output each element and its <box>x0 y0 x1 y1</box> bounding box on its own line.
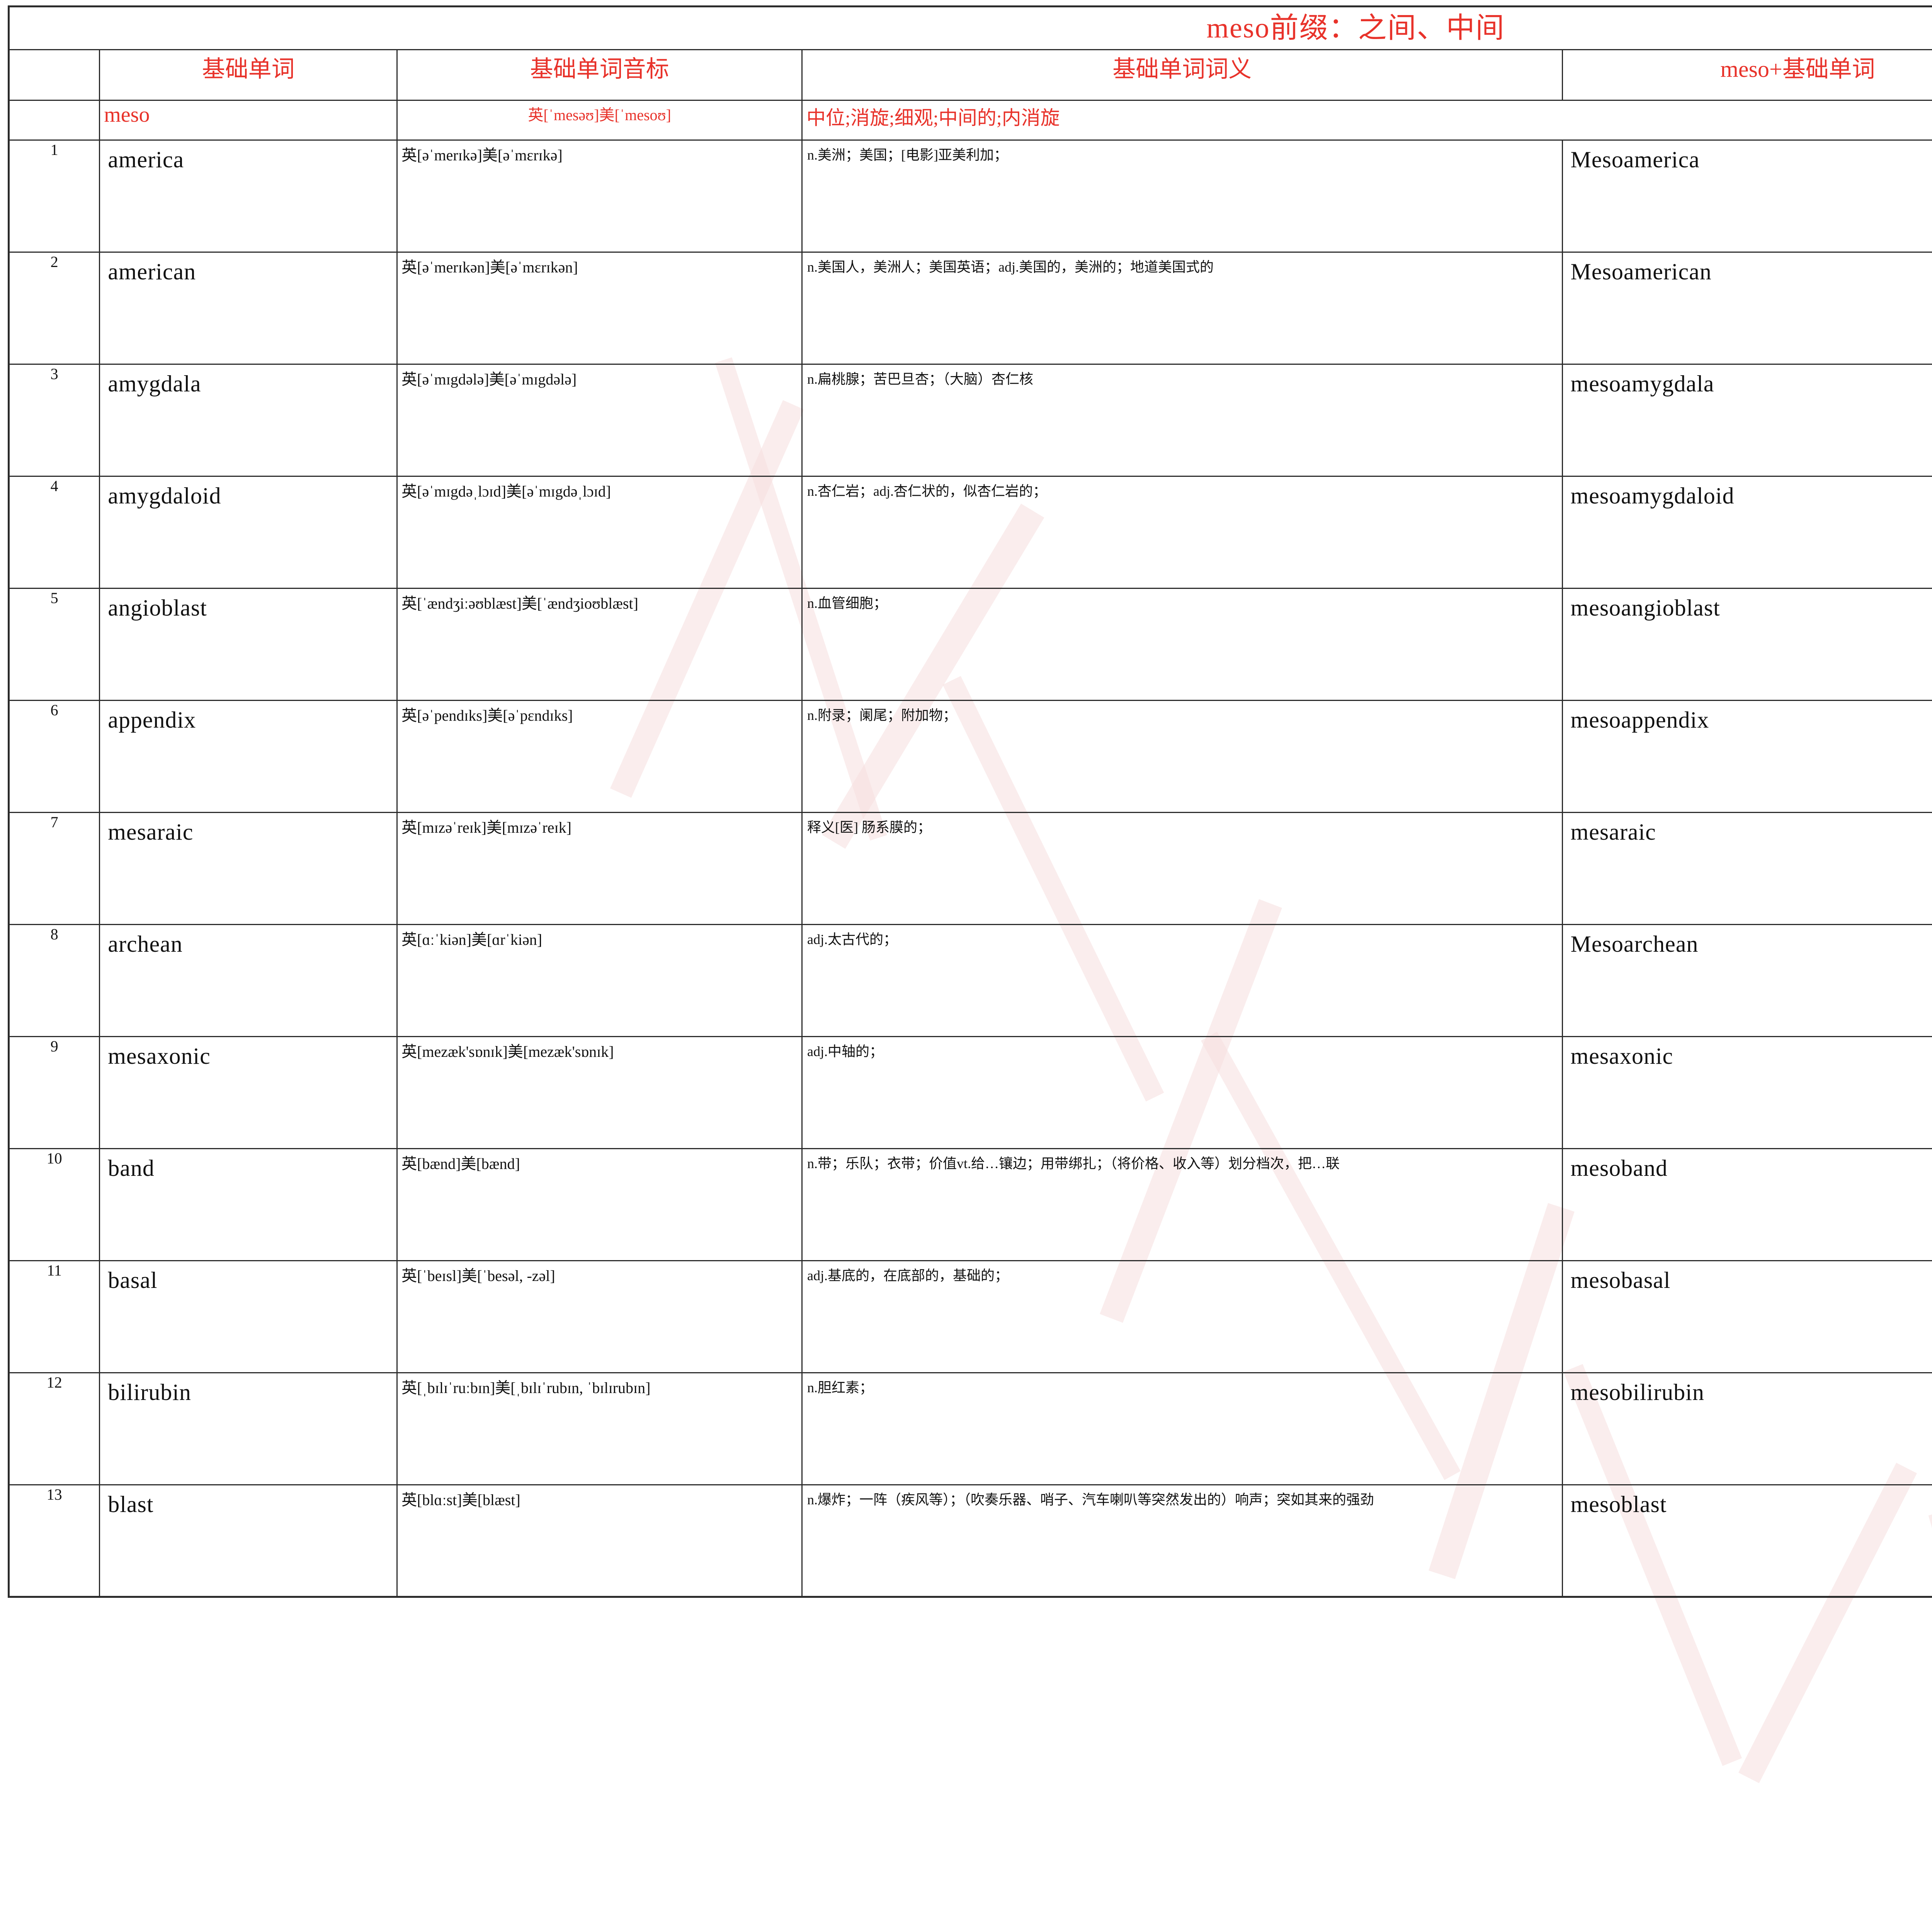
row-base-definition: 释义[医] 肠系膜的； <box>801 812 1563 925</box>
row-base-ipa: 英[əˈpendɪks]美[əˈpɛndɪks] <box>396 700 803 813</box>
row-base-ipa: 英[əˈmɪgdələ]美[əˈmɪgdələ] <box>396 364 803 477</box>
row-combined-word: mesoblast <box>1561 1484 1932 1597</box>
header-index <box>8 49 100 101</box>
row-base-ipa: 英[blɑːst]美[blæst] <box>396 1484 803 1597</box>
row-base-ipa: 英[ˌbɪlɪˈruːbɪn]美[ˌbɪlɪˈrubɪn, ˈbɪlɪrubɪn… <box>396 1372 803 1485</box>
row-base-definition: adj.基底的，在底部的，基础的； <box>801 1260 1563 1373</box>
row-base-definition: adj.中轴的； <box>801 1036 1563 1149</box>
row-base-word: appendix <box>99 700 398 813</box>
row-base-word: mesaxonic <box>99 1036 398 1149</box>
row-combined-word: Mesoamerican <box>1561 252 1932 365</box>
row-combined-word: mesoappendix <box>1561 700 1932 813</box>
header-base-word: 基础单词 <box>99 49 398 101</box>
row-base-ipa: 英[ˈbeɪsl]美[ˈbesəl, -zəl] <box>396 1260 803 1373</box>
row-combined-word: mesaraic <box>1561 812 1932 925</box>
table-row: 6 appendix 英[əˈpendɪks]美[əˈpɛndɪks] n.附录；阑尾… <box>8 700 1932 813</box>
row-base-word: amygdaloid <box>99 476 398 589</box>
table-header-row: 基础单词 基础单词音标 基础单词词义 meso+基础单词 组合单词音标 组合词词… <box>8 49 1932 101</box>
row-base-word: blast <box>99 1484 398 1597</box>
table-row: 3 amygdala 英[əˈmɪgdələ]美[əˈmɪgdələ] n.扁桃腺；苦… <box>8 364 1932 477</box>
table-title-row: meso前缀：之间、中间 <box>8 6 1932 50</box>
row-base-word: archean <box>99 924 398 1037</box>
row-base-definition: n.附录；阑尾；附加物； <box>801 700 1563 813</box>
row-base-ipa: 英[bænd]美[bænd] <box>396 1148 803 1261</box>
table-row: 12 bilirubin 英[ˌbɪlɪˈruːbɪn]美[ˌbɪlɪˈrubɪn,… <box>8 1372 1932 1485</box>
row-base-word: bilirubin <box>99 1372 398 1485</box>
row-base-ipa: 英[mɪzəˈreɪk]美[mɪzəˈreɪk] <box>396 812 803 925</box>
table-row: 4 amygdaloid 英[əˈmɪgdəˌlɔɪd]美[əˈmɪgdəˌlɔɪd… <box>8 476 1932 589</box>
row-index: 12 <box>8 1372 100 1485</box>
table-row: 13 blast 英[blɑːst]美[blæst] n.爆炸；一阵（疾风等）；（吹奏… <box>8 1484 1932 1597</box>
prefix-word: meso <box>99 100 398 141</box>
row-base-ipa: 英[mezæk'sɒnɪk]美[mezæk'sɒnɪk] <box>396 1036 803 1149</box>
row-combined-word: mesoband <box>1561 1148 1932 1261</box>
row-base-ipa: 英[ˈændʒiːəʊblæst]美[ˈændʒioʊblæst] <box>396 588 803 701</box>
table-row: 8 archean 英[ɑːˈkiən]美[ɑrˈkiən] adj.太古代的； Mes… <box>8 924 1932 1037</box>
row-index: 10 <box>8 1148 100 1261</box>
row-index: 8 <box>8 924 100 1037</box>
page-title: meso前缀：之间、中间 <box>1206 12 1505 44</box>
row-index: 5 <box>8 588 100 701</box>
row-index: 6 <box>8 700 100 813</box>
table-row: 2 american 英[əˈmerɪkən]美[əˈmɛrɪkən] n.美国人，美… <box>8 252 1932 365</box>
row-index: 1 <box>8 139 100 253</box>
table-row: 5 angioblast 英[ˈændʒiːəʊblæst]美[ˈændʒioʊbl… <box>8 588 1932 701</box>
header-base-ipa: 基础单词音标 <box>396 49 803 101</box>
row-base-ipa: 英[ɑːˈkiən]美[ɑrˈkiən] <box>396 924 803 1037</box>
prefix-definition: 中位;消旋;细观;中间的;内消旋 <box>801 100 1932 141</box>
row-base-word: mesaraic <box>99 812 398 925</box>
table-row: 11 basal 英[ˈbeɪsl]美[ˈbesəl, -zəl] adj.基底的，在… <box>8 1260 1932 1373</box>
title-cell: meso前缀：之间、中间 <box>8 6 1932 50</box>
row-base-definition: adj.太古代的； <box>801 924 1563 1037</box>
row-base-word: america <box>99 139 398 253</box>
row-combined-word: mesoamygdaloid <box>1561 476 1932 589</box>
header-base-word-label: 基础单词 <box>202 56 295 82</box>
table-row: 7 mesaraic 英[mɪzəˈreɪk]美[mɪzəˈreɪk] 释义[医] 肠… <box>8 812 1932 925</box>
row-base-word: american <box>99 252 398 365</box>
row-base-definition: n.杏仁岩；adj.杏仁状的，似杏仁岩的； <box>801 476 1563 589</box>
vocabulary-table: meso前缀：之间、中间 基础单词 基础单词音标 基础单词词义 meso+基础单… <box>8 5 1932 1598</box>
row-combined-word: Mesoarchean <box>1561 924 1932 1037</box>
prefix-row: meso 英[ˈmesəʊ]美[ˈmesoʊ] 中位;消旋;细观;中间的;内消旋 <box>8 100 1932 141</box>
header-base-def: 基础单词词义 <box>801 49 1563 101</box>
table-row: 1 america 英[əˈmerɪkə]美[əˈmɛrɪkə] n.美洲；美国；[电… <box>8 139 1932 253</box>
row-combined-word: mesaxonic <box>1561 1036 1932 1149</box>
header-combined-word: meso+基础单词 <box>1561 49 1932 101</box>
prefix-index <box>8 100 100 141</box>
header-base-ipa-label: 基础单词音标 <box>530 56 669 82</box>
row-base-word: basal <box>99 1260 398 1373</box>
row-index: 7 <box>8 812 100 925</box>
row-index: 4 <box>8 476 100 589</box>
row-combined-word: mesobilirubin <box>1561 1372 1932 1485</box>
header-combined-word-label: meso+基础单词 <box>1720 56 1875 82</box>
prefix-ipa: 英[ˈmesəʊ]美[ˈmesoʊ] <box>396 100 803 141</box>
row-base-ipa: 英[əˈmerɪkən]美[əˈmɛrɪkən] <box>396 252 803 365</box>
row-base-definition: n.美国人，美洲人；美国英语；adj.美国的，美洲的；地道美国式的 <box>801 252 1563 365</box>
row-index: 9 <box>8 1036 100 1149</box>
row-combined-word: mesoamygdala <box>1561 364 1932 477</box>
row-base-definition: n.爆炸；一阵（疾风等）；（吹奏乐器、哨子、汽车喇叭等突然发出的）响声；突如其来… <box>801 1484 1563 1597</box>
row-index: 13 <box>8 1484 100 1597</box>
row-base-definition: n.血管细胞； <box>801 588 1563 701</box>
row-combined-word: mesobasal <box>1561 1260 1932 1373</box>
table-row: 9 mesaxonic 英[mezæk'sɒnɪk]美[mezæk'sɒnɪk] ad… <box>8 1036 1932 1149</box>
row-base-definition: n.带；乐队；衣带；价值vt.给…镶边；用带绑扎；（将价格、收入等）划分档次，把… <box>801 1148 1563 1261</box>
row-base-definition: n.胆红素； <box>801 1372 1563 1485</box>
row-base-word: amygdala <box>99 364 398 477</box>
row-index: 2 <box>8 252 100 365</box>
row-base-word: band <box>99 1148 398 1261</box>
row-combined-word: Mesoamerica <box>1561 139 1932 253</box>
row-combined-word: mesoangioblast <box>1561 588 1932 701</box>
row-base-definition: n.扁桃腺；苦巴旦杏；（大脑）杏仁核 <box>801 364 1563 477</box>
row-base-ipa: 英[əˈmerɪkə]美[əˈmɛrɪkə] <box>396 139 803 253</box>
row-base-definition: n.美洲；美国；[电影]亚美利加； <box>801 139 1563 253</box>
row-base-ipa: 英[əˈmɪgdəˌlɔɪd]美[əˈmɪgdəˌlɔɪd] <box>396 476 803 589</box>
row-index: 3 <box>8 364 100 477</box>
row-index: 11 <box>8 1260 100 1373</box>
header-base-def-label: 基础单词词义 <box>1112 56 1252 82</box>
row-base-word: angioblast <box>99 588 398 701</box>
table-row: 10 band 英[bænd]美[bænd] n.带；乐队；衣带；价值vt.给…镶边；… <box>8 1148 1932 1261</box>
